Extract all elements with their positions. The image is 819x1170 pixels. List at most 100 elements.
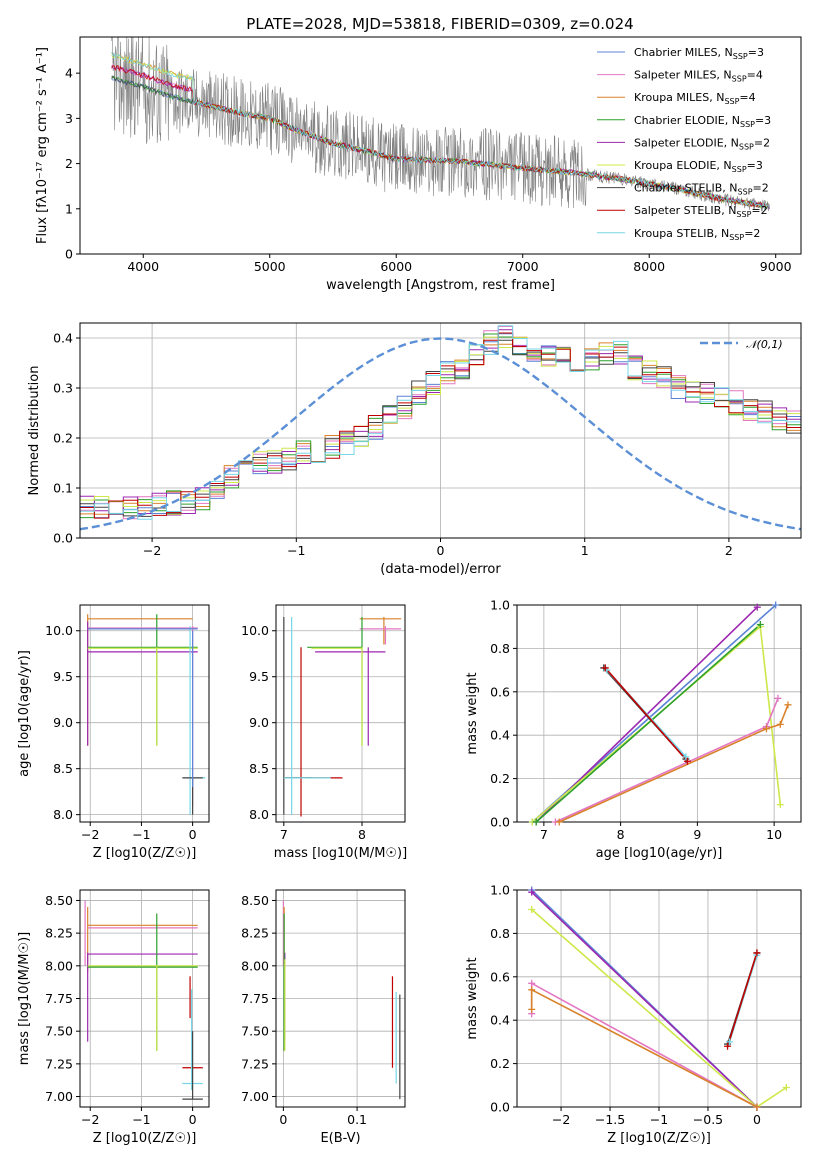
legend-entry: Kroupa ELODIE, NSSP=3	[634, 159, 763, 174]
mass-weight-point	[555, 818, 563, 826]
x-axis-label: (data-model)/error	[380, 562, 501, 577]
y-tick-label: 0.0	[53, 531, 73, 546]
mass-weight-line	[531, 908, 787, 1107]
mass-weight-point	[762, 725, 770, 733]
x-tick-label: 9	[693, 827, 701, 842]
plot-area	[80, 325, 801, 531]
legend-entry: Chabrier MILES, NSSP=3	[634, 46, 764, 61]
x-tick-label: −2	[81, 1112, 99, 1127]
spectrum-model-line	[111, 52, 770, 210]
mass-weight-line	[555, 697, 779, 822]
x-tick-label: −2	[143, 543, 161, 558]
x-axis-label: Z [log10(Z/Z☉)]	[93, 1131, 197, 1146]
y-tick-label: 0.4	[53, 331, 73, 346]
mass-weight-point	[753, 603, 761, 611]
axes-frame	[79, 604, 210, 823]
legend-suffix: =2	[753, 182, 769, 195]
mass-weight-point	[528, 1005, 536, 1013]
x-tick-label: −1	[132, 827, 150, 842]
x-axis-label: Z [log10(Z/Z☉)]	[93, 846, 197, 861]
x-tick-label: −0.5	[693, 1112, 723, 1127]
mass-weight-line	[604, 667, 689, 762]
panel-massweight-vs-age: 7 8 9 10 0.0 0.2 0.4 0.6 0.8 1.0 age [log10(age/yr…	[465, 598, 802, 861]
legend-label: Kroupa STELIB, N	[634, 227, 729, 240]
plot-area	[87, 614, 206, 815]
mass-weight-point	[782, 1083, 790, 1091]
y-axis-label: mass [log10(M/M☉)]	[17, 932, 32, 1065]
mass-weight-point	[532, 818, 540, 826]
x-tick-label: −2	[552, 1112, 570, 1127]
legend-entry: Chabrier STELIB, NSSP=2	[634, 182, 769, 197]
mass-weight-point	[528, 979, 536, 987]
axes-frame	[516, 604, 802, 823]
panel-residuals: −2 −1 0 1 2 0.0 0.1 0.2 0.3 0.4 (data-model)/error…	[27, 322, 802, 577]
legend-entry: 𝒩(0,1)	[746, 338, 783, 351]
x-tick-label: −1	[132, 1112, 150, 1127]
legend-suffix: =2	[744, 227, 760, 240]
y-axis-label: Normed distribution	[27, 366, 42, 496]
panel-age-vs-mass: 7 8 8.0 8.5 9.0 9.5 10.0 mass [log10(M/M☉)]	[241, 604, 407, 861]
y-tick-label: 4	[65, 66, 73, 81]
legend-sub: SSP	[732, 165, 747, 174]
y-tick-label: 0.4	[490, 1013, 510, 1028]
y-tick-label: 8.00	[241, 958, 269, 973]
legend-sub: SSP	[738, 188, 753, 197]
mass-weight-point	[753, 1103, 761, 1111]
legend-label: Chabrier ELODIE, N	[634, 114, 740, 127]
y-tick-label: 9.0	[53, 715, 73, 730]
y-tick-label: 8.5	[249, 761, 269, 776]
legend-sub: SSP	[733, 52, 748, 61]
plot-area	[282, 900, 401, 1100]
residual-histogram	[80, 339, 801, 517]
residual-histogram	[80, 336, 801, 515]
mass-weight-point	[776, 720, 784, 728]
mass-weight-point	[772, 601, 780, 609]
legend-sub: SSP	[729, 233, 744, 242]
x-tick-label: 0.1	[347, 1112, 367, 1127]
y-tick-label: 0.0	[490, 815, 510, 830]
legend-suffix: =4	[739, 91, 755, 104]
y-tick-label: 0.2	[490, 1056, 510, 1071]
legend-entry: Salpeter ELODIE, NSSP=2	[634, 136, 770, 151]
y-tick-label: 1	[65, 201, 73, 216]
legend-label: Kroupa MILES, N	[634, 91, 724, 104]
plot-area	[283, 616, 402, 817]
y-tick-label: 0.4	[490, 728, 510, 743]
y-tick-label: 7.25	[241, 1056, 269, 1071]
charts-group: 4000 5000 6000 7000 8000 900001234wavelength …	[17, 36, 802, 1146]
legend-label: Chabrier STELIB, N	[634, 182, 738, 195]
y-tick-label: 8.5	[53, 761, 73, 776]
y-tick-label: 0.8	[490, 926, 510, 941]
x-axis-label: Z [log10(Z/Z☉)]	[607, 1131, 711, 1146]
mass-weight-point	[528, 888, 536, 896]
panel-massweight-vs-Z: −2 −1.5 −1 −0.5 0 0.0 0.2 0.4 0.6 0.8 1.0 Z [log10(…	[465, 883, 802, 1146]
panel-mass-vs-ebv: 0 0.1 7.00 7.25 7.50 7.75 8.00 8.25 8.50 E(B-V)	[241, 889, 406, 1146]
y-tick-label: 1.0	[490, 598, 510, 613]
legend-entry: Salpeter STELIB, NSSP=2	[634, 204, 768, 219]
plot-area	[84, 900, 203, 1100]
x-tick-label: 0	[437, 543, 445, 558]
x-tick-label: 6000	[380, 259, 412, 274]
mass-weight-point	[726, 1038, 734, 1046]
x-tick-label: 7	[280, 827, 288, 842]
y-tick-label: 9.5	[249, 669, 269, 684]
legend-sub: SSP	[724, 97, 739, 106]
y-tick-label: 9.5	[53, 669, 73, 684]
x-tick-label: −1.5	[595, 1112, 625, 1127]
y-tick-label: 0	[65, 247, 73, 262]
x-tick-label: 7	[540, 827, 548, 842]
y-tick-label: 0.2	[53, 431, 73, 446]
y-tick-label: 0.0	[490, 1100, 510, 1115]
panel-spectrum: 4000 5000 6000 7000 8000 9000 0 1 2 3 4 wavelength …	[35, 36, 802, 293]
axes-frame	[79, 36, 802, 255]
x-tick-label: 0	[753, 1112, 761, 1127]
y-tick-label: 8.50	[45, 893, 73, 908]
legend-label: Salpeter ELODIE, N	[634, 136, 739, 149]
mass-weight-point	[776, 801, 784, 809]
y-axis-label: mass weight	[465, 672, 480, 754]
x-tick-label: 8000	[633, 259, 665, 274]
y-tick-label: 9.0	[249, 715, 269, 730]
y-tick-label: 0.3	[53, 381, 73, 396]
